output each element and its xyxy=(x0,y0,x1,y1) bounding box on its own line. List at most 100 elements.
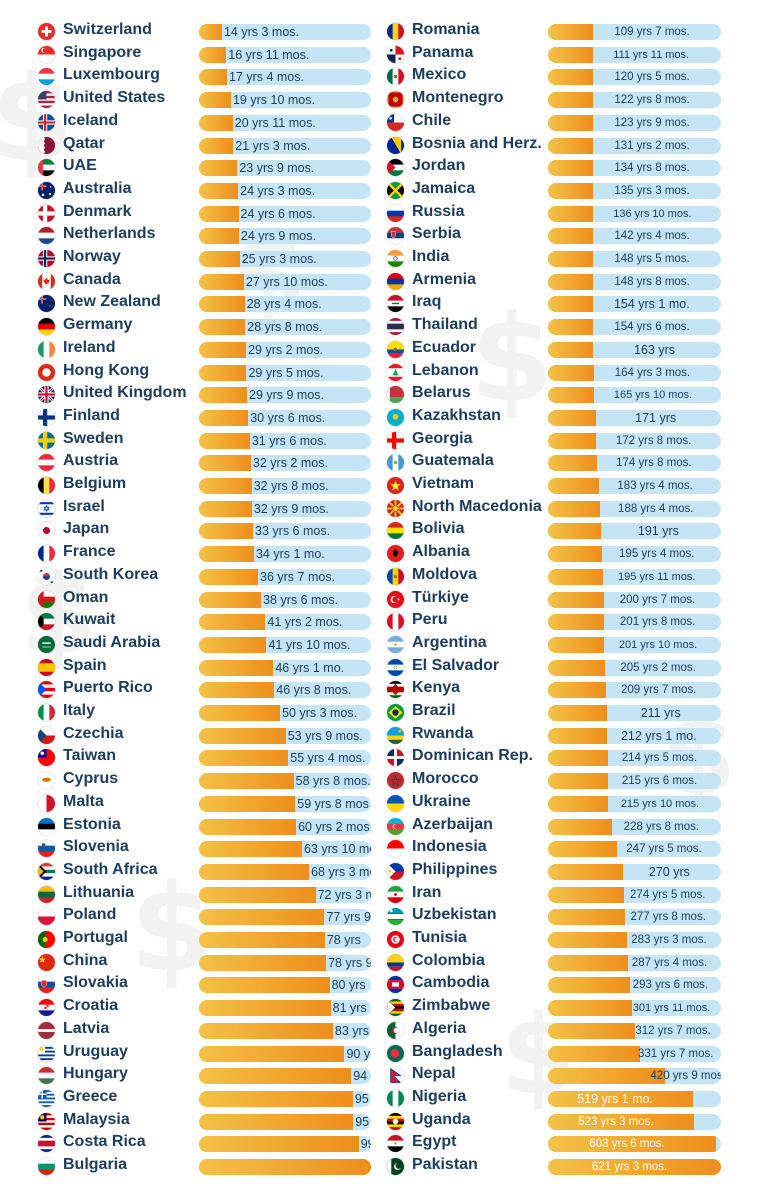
value-label: 154 yrs 6 mos. xyxy=(614,321,690,334)
bar-track: 50 yrs 3 mos. xyxy=(199,705,371,721)
value-label: 32 yrs 9 mos. xyxy=(253,501,329,516)
country-label: Guatemala xyxy=(412,452,494,470)
bar xyxy=(548,24,593,40)
bar xyxy=(548,205,593,222)
bar-row: New Zealand 28 yrs 4 mos. xyxy=(38,292,378,315)
bar-row: El Salvador 205 yrs 2 mos. xyxy=(387,656,727,679)
belarus-flag xyxy=(387,386,404,404)
israel-flag xyxy=(38,499,55,517)
value-label: 90 yrs 2 mos. xyxy=(346,1046,371,1061)
bar-row: Romania 109 yrs 7 mos. xyxy=(387,20,727,43)
bar xyxy=(548,273,593,290)
bar-row: Uzbekistan 277 yrs 8 mos. xyxy=(387,905,727,928)
bar xyxy=(199,46,227,63)
bar-track: 154 yrs 1 mo. xyxy=(548,296,721,313)
taiwan-flag xyxy=(38,749,55,767)
country-label: Spain xyxy=(63,656,107,674)
country-label: South Korea xyxy=(63,565,159,583)
bar-track: 46 yrs 1 mo. xyxy=(199,659,371,676)
bar-row: Hungary 94 yrs 4 mos. xyxy=(38,1064,378,1087)
saudi-arabia-flag xyxy=(38,635,55,653)
bar xyxy=(548,1045,641,1062)
bar xyxy=(199,614,266,631)
bar-track: 99 yrs xyxy=(199,1136,371,1153)
south-africa-flag xyxy=(38,862,55,880)
bar-track: 24 yrs 3 mos. xyxy=(199,182,371,199)
country-label: Iceland xyxy=(63,111,119,129)
bar-row: Iceland 20 yrs 11 mos. xyxy=(38,111,378,134)
bar xyxy=(548,455,597,472)
moldova-flag xyxy=(387,567,404,585)
bar-track: 60 yrs 2 mos. xyxy=(199,818,371,835)
bar-row: Costa Rica 99 yrs xyxy=(38,1132,378,1155)
value-label: 36 yrs 7 mos. xyxy=(260,569,336,584)
bar-track: 32 yrs 9 mos. xyxy=(199,500,371,517)
azerbaijan-flag xyxy=(387,817,404,835)
country-label: United Kingdom xyxy=(63,384,187,402)
bar-row: Bolivia 191 yrs xyxy=(387,519,727,542)
malta-flag xyxy=(38,794,55,812)
country-label: Iran xyxy=(412,883,442,901)
tunisia-flag xyxy=(387,931,404,948)
country-label: Philippines xyxy=(412,860,498,878)
value-label: 201 yrs 8 mos. xyxy=(619,616,696,629)
value-label: 24 yrs 6 mos. xyxy=(240,206,316,221)
vietnam-flag xyxy=(387,477,404,494)
bar-track: 19 yrs 10 mos. xyxy=(199,92,371,109)
hong-kong-flag xyxy=(38,363,55,381)
country-label: Ireland xyxy=(63,338,116,356)
bar xyxy=(548,228,593,245)
dollar-sign-icon: $ xyxy=(470,290,554,429)
value-label: 20 yrs 11 mos. xyxy=(234,115,316,130)
bar-row: Estonia 60 yrs 2 mos. xyxy=(38,815,378,838)
nepal-flag xyxy=(387,1067,404,1085)
bar xyxy=(548,682,607,699)
value-label: 80 yrs 11 mos. xyxy=(331,978,371,993)
bar xyxy=(548,659,606,676)
bar xyxy=(548,546,603,563)
bar-row: Slovakia 80 yrs 11 mos. xyxy=(38,973,378,996)
bar-row: South Korea 36 yrs 7 mos. xyxy=(38,565,378,588)
bar xyxy=(199,24,222,40)
country-label: Uzbekistan xyxy=(412,906,497,924)
bar xyxy=(548,319,593,336)
bar-track: 523 yrs 3 mos. xyxy=(548,1113,721,1130)
value-label: 171 yrs xyxy=(635,410,677,425)
bar-row: Qatar 21 yrs 3 mos. xyxy=(38,134,378,157)
bar xyxy=(548,614,605,631)
bar-row: Canada 27 yrs 10 mos. xyxy=(38,270,378,293)
bar-track: 111 yrs 11 mos. xyxy=(548,46,721,63)
value-label: 122 yrs 8 mos. xyxy=(614,94,690,107)
value-label: 191 yrs xyxy=(637,524,679,539)
south-korea-flag xyxy=(38,567,55,585)
morocco-flag xyxy=(387,772,404,790)
country-label: Dominican Rep. xyxy=(412,747,533,765)
lebanon-flag xyxy=(387,363,404,381)
country-label: Moldova xyxy=(412,565,477,583)
country-label: Bosnia and Herz. xyxy=(412,134,542,152)
country-label: Iraq xyxy=(412,293,442,311)
el-salvador-flag xyxy=(387,658,404,676)
sweden-flag xyxy=(38,431,55,449)
bar xyxy=(548,364,594,381)
country-label: Australia xyxy=(63,179,132,197)
bar xyxy=(199,182,239,199)
bar xyxy=(199,659,274,676)
oman-flag xyxy=(38,590,55,608)
bar xyxy=(548,977,630,994)
bar-row: Nepal 420 yrs 9 mos. xyxy=(387,1064,727,1087)
bar-track: 94 yrs 4 mos. xyxy=(199,1068,371,1085)
bar-row: Russia 136 yrs 10 mos. xyxy=(387,202,727,225)
dollar-sign-icon: $ xyxy=(0,50,74,189)
value-label: 283 yrs 3 mos. xyxy=(631,934,707,946)
bar-row: India 148 yrs 5 mos. xyxy=(387,247,727,270)
bar-row: Malta 59 yrs 8 mos. xyxy=(38,792,378,815)
bar xyxy=(548,1022,636,1039)
bar xyxy=(199,727,286,744)
bar-track: 154 yrs 6 mos. xyxy=(548,319,721,336)
bar xyxy=(199,977,330,994)
country-label: Mexico xyxy=(412,66,467,84)
country-label: Croatia xyxy=(63,997,119,1015)
country-label: Belarus xyxy=(412,384,471,402)
thailand-flag xyxy=(387,318,404,336)
